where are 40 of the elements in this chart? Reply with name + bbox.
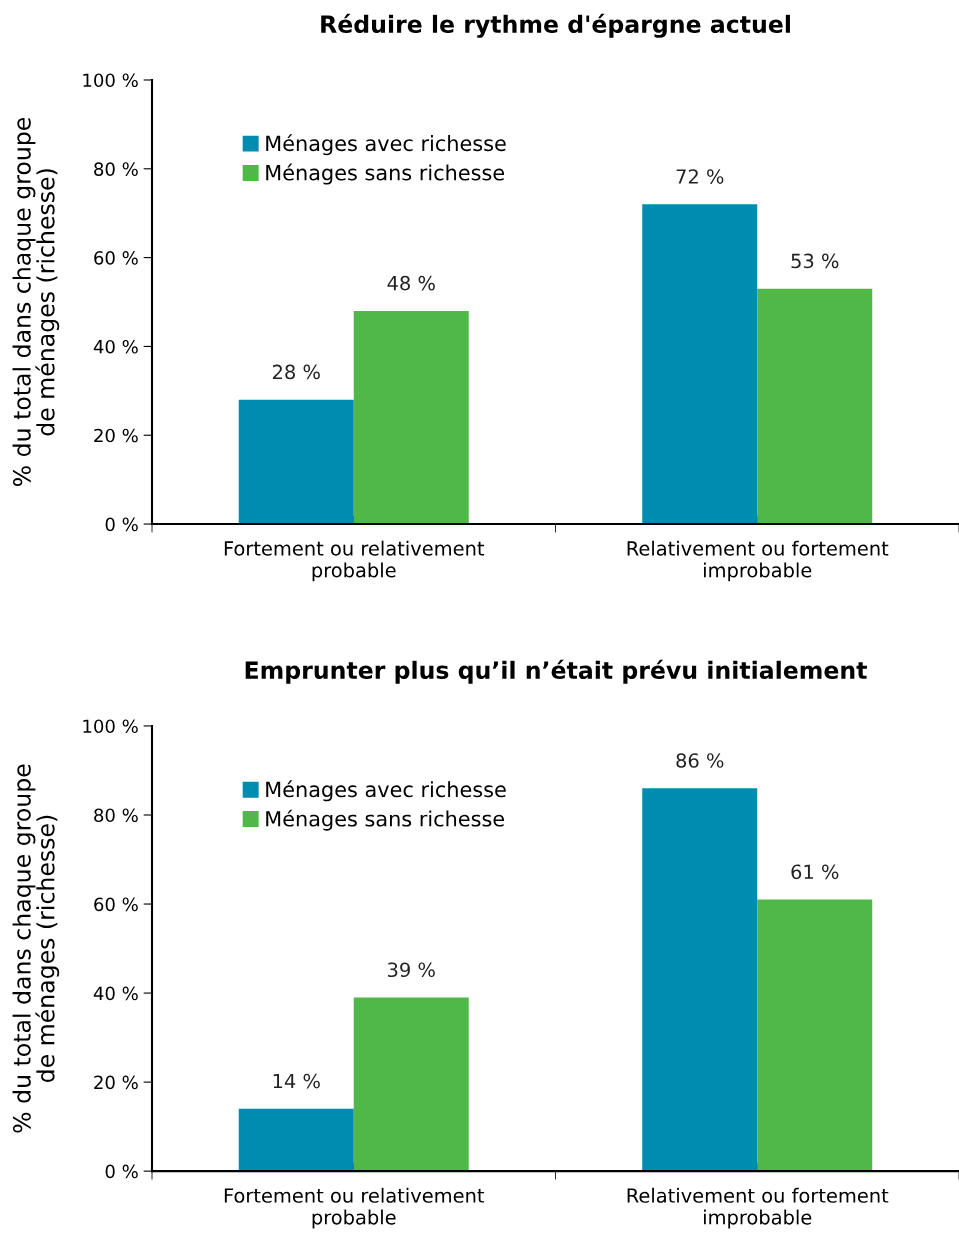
data-label: 53 % (791, 253, 839, 269)
x-tick-label: Relativement ou fortement improbable (627, 1187, 889, 1229)
y-tick-label: 60 % (94, 251, 138, 265)
y-tick-label: 20 % (94, 1075, 138, 1090)
y-tick-label: 40 % (93, 986, 138, 1001)
legend-label: Ménages avec richesse (266, 780, 506, 802)
y-tick-label: 100 % (83, 719, 138, 734)
bar (757, 288, 873, 525)
legend-label: Ménages sans richesse (266, 163, 505, 185)
legend-label: Ménages sans richesse (266, 809, 505, 831)
data-label: 86 % (676, 753, 724, 768)
bar (353, 310, 469, 525)
data-label: 72 % (676, 169, 724, 184)
data-label: 14 % (273, 1073, 320, 1089)
chart-title: Emprunter plus qu’il n’était prévu initialement (245, 659, 867, 684)
y-tick-label: 0 % (105, 1164, 138, 1179)
y-axis-title: % du total dans chaque groupe de ménages (richesse) (12, 117, 60, 487)
x-tick-label: Relativement ou fortement improbable (627, 540, 889, 582)
bar (757, 899, 873, 1172)
y-tick-label: 40 % (93, 339, 138, 354)
legend-label: Ménages avec richesse (266, 134, 506, 156)
bar (642, 788, 758, 1172)
chart-title: Réduire le rythme d'épargne actuel (321, 13, 790, 38)
y-axis-title: % du total dans chaque groupe de ménages (richesse) (12, 764, 60, 1133)
x-tick-label: Fortement ou relativement probable (224, 540, 485, 582)
y-tick-label: 100 % (83, 73, 138, 88)
data-label: 39 % (388, 962, 435, 978)
y-tick-label: 80 % (94, 808, 138, 823)
y-tick-label: 0 % (105, 517, 138, 532)
y-tick-label: 60 % (94, 897, 138, 912)
y-tick-label: 20 % (94, 428, 138, 443)
data-label: 28 % (272, 364, 320, 380)
data-label: 61 % (791, 864, 839, 880)
bar (238, 1108, 354, 1172)
bar (238, 399, 354, 525)
data-label: 48 % (387, 275, 435, 291)
bar (353, 997, 469, 1172)
x-tick-label: Fortement ou relativement probable (224, 1187, 485, 1229)
y-tick-label: 80 % (94, 162, 138, 176)
bar (642, 204, 758, 525)
